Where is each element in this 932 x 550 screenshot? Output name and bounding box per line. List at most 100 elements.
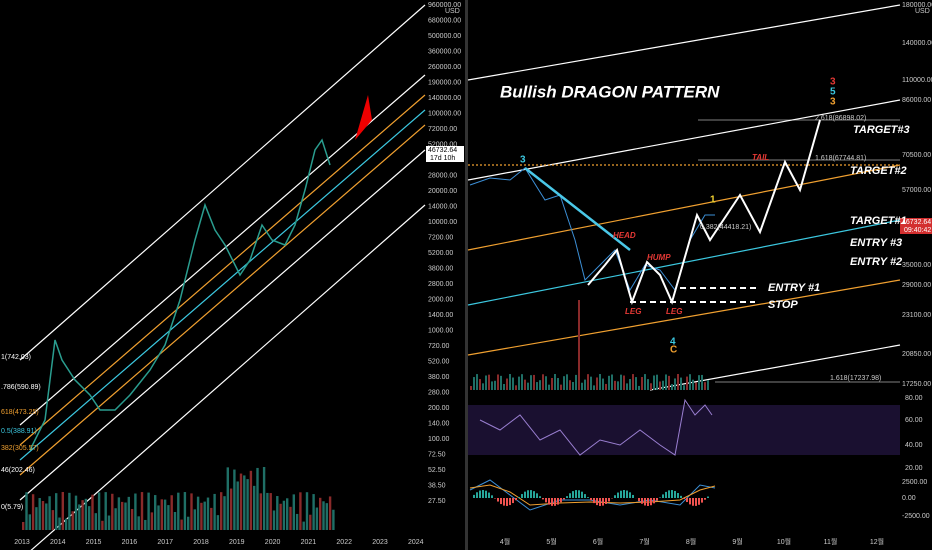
macd-bar [506,498,508,506]
volume-bar [491,381,493,390]
volume-bar [683,385,685,390]
macd-bar [587,497,589,498]
annotation: TARGET#3 [853,124,910,136]
price-axis-label: 29000.00 [902,282,931,289]
volume-bar [542,374,544,390]
volume-bar [644,374,646,390]
volume-bar [662,380,664,390]
volume-bar [506,378,508,390]
price-tag: 46732.64 [428,147,457,154]
volume-bar [653,375,655,390]
macd-bar [668,490,670,498]
price-axis-label: 100000.00 [428,110,461,117]
price-axis-label: 110000.00 [902,77,932,84]
time-axis-label: 12월 [870,537,884,546]
fib-label: 618(473.25) [1,409,39,416]
price-axis-label: 1000.00 [428,327,453,334]
macd-bar [605,498,607,505]
volume-bar [473,377,475,390]
volume-bar [620,374,622,390]
volume-bar [246,479,249,530]
volume-bar [650,383,652,390]
volume-bar [503,384,505,390]
price-axis-label: 52.50 [428,467,446,474]
macd-bar [632,494,634,498]
price-axis-label: 520.00 [428,358,450,365]
volume-bar [140,492,144,530]
time-axis-label: 10월 [777,537,791,546]
volume-bar [590,376,592,390]
volume-bar [611,374,613,390]
volume-bar [515,385,517,390]
price-axis-label: 28000.00 [428,172,457,179]
macd-bar [515,498,517,501]
volume-bar [563,376,565,390]
volume-bar [91,494,94,530]
price-axis-label: 23100.00 [902,312,931,319]
macd-bar [485,490,487,498]
volume-bar [127,496,130,530]
macd-bar [599,498,601,506]
macd-bar [659,497,661,498]
price-axis-label: 500000.00 [428,33,461,40]
fib-label: 46(202.46) [1,467,35,474]
volume-bar [97,492,101,530]
left-volume [22,467,335,530]
price-axis-label: 72.50 [428,451,446,458]
volume-bar [183,492,187,530]
volume-bar [48,496,51,530]
volume-bar [686,376,688,390]
volume-bar [71,511,74,530]
volume-bar [94,513,97,530]
macd-bar [500,498,502,505]
volume-bar [605,383,607,390]
macd-bar [647,498,649,506]
volume-bar [701,374,703,390]
volume-bar [253,485,256,530]
price-axis-label: 680000.00 [428,17,461,24]
macd-bar [584,494,586,498]
time-axis-label: 8월 [686,537,696,546]
volume-bar [470,386,472,390]
volume-bar [332,509,335,530]
price-axis-label: 200.00 [428,405,450,412]
volume-bar [476,374,478,390]
volume-bar [569,380,571,390]
fib-label: 1(742.03) [1,354,31,361]
wave-label: 1 [710,195,716,206]
volume-bar [31,494,35,530]
price-tag: 46732.64 [902,219,931,226]
volume-bar [121,501,124,530]
volume-bar [243,475,246,530]
volume-bar [167,505,170,530]
volume-bar [545,376,547,390]
annotation: ENTRY #2 [850,256,902,268]
annotation: HEAD [613,231,636,240]
volume-bar [566,374,568,390]
volume-bar [479,379,481,390]
volume-bar [282,500,286,530]
fib-label: 1.618(17237.98) [830,375,881,382]
annotation: ENTRY #1 [768,282,820,294]
volume-bar [299,492,302,530]
macd-bar [677,493,679,498]
macd-bar [686,498,688,503]
macd-bar [596,498,598,506]
volume-bar [512,377,514,390]
volume-bar [68,492,71,530]
volume-bar [160,499,163,530]
volume-bar [58,517,61,530]
time-axis-label: 4월 [500,537,510,546]
right-channels [467,4,901,391]
annotation: TAIL [752,153,769,162]
volume-bar [124,502,127,530]
macd-bar [644,498,646,506]
macd-bar [656,498,658,501]
fib-label: 1.618(67744.81) [815,155,866,162]
volume-bar [539,380,541,390]
volume-bar [575,374,577,390]
volume-bar [680,377,682,390]
annotation: TARGET#1 [850,215,907,227]
volume-bar [130,508,134,530]
volume-bar [292,494,295,530]
